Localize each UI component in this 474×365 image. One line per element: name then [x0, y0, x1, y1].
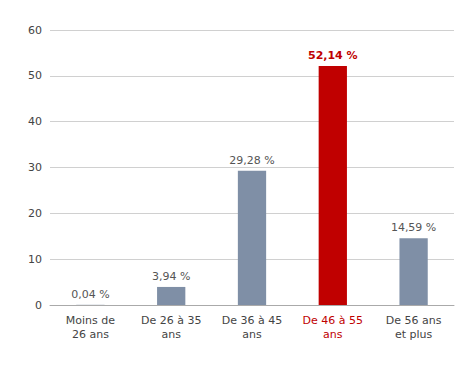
svg-text:20: 20	[28, 207, 42, 220]
svg-text:De 46 à 55: De 46 à 55	[303, 314, 363, 327]
svg-text:40: 40	[28, 115, 42, 128]
svg-text:60: 60	[28, 24, 42, 37]
svg-text:ans: ans	[161, 328, 181, 341]
svg-text:ans: ans	[323, 328, 343, 341]
svg-text:0,04 %: 0,04 %	[71, 288, 109, 301]
svg-text:52,14 %: 52,14 %	[308, 49, 358, 62]
svg-text:10: 10	[28, 253, 42, 266]
svg-text:De 36 à 45: De 36 à 45	[222, 314, 282, 327]
svg-text:3,94 %: 3,94 %	[152, 270, 190, 283]
svg-text:14,59 %: 14,59 %	[391, 221, 436, 234]
svg-text:29,28 %: 29,28 %	[229, 154, 274, 167]
svg-text:Moins de: Moins de	[66, 314, 115, 327]
svg-text:De 56 ans: De 56 ans	[386, 314, 442, 327]
svg-text:0: 0	[35, 299, 42, 312]
svg-text:50: 50	[28, 69, 42, 82]
svg-text:26 ans: 26 ans	[72, 328, 109, 341]
svg-text:ans: ans	[242, 328, 262, 341]
svg-text:30: 30	[28, 161, 42, 174]
svg-text:et plus: et plus	[395, 328, 433, 341]
svg-text:De 26 à 35: De 26 à 35	[141, 314, 201, 327]
